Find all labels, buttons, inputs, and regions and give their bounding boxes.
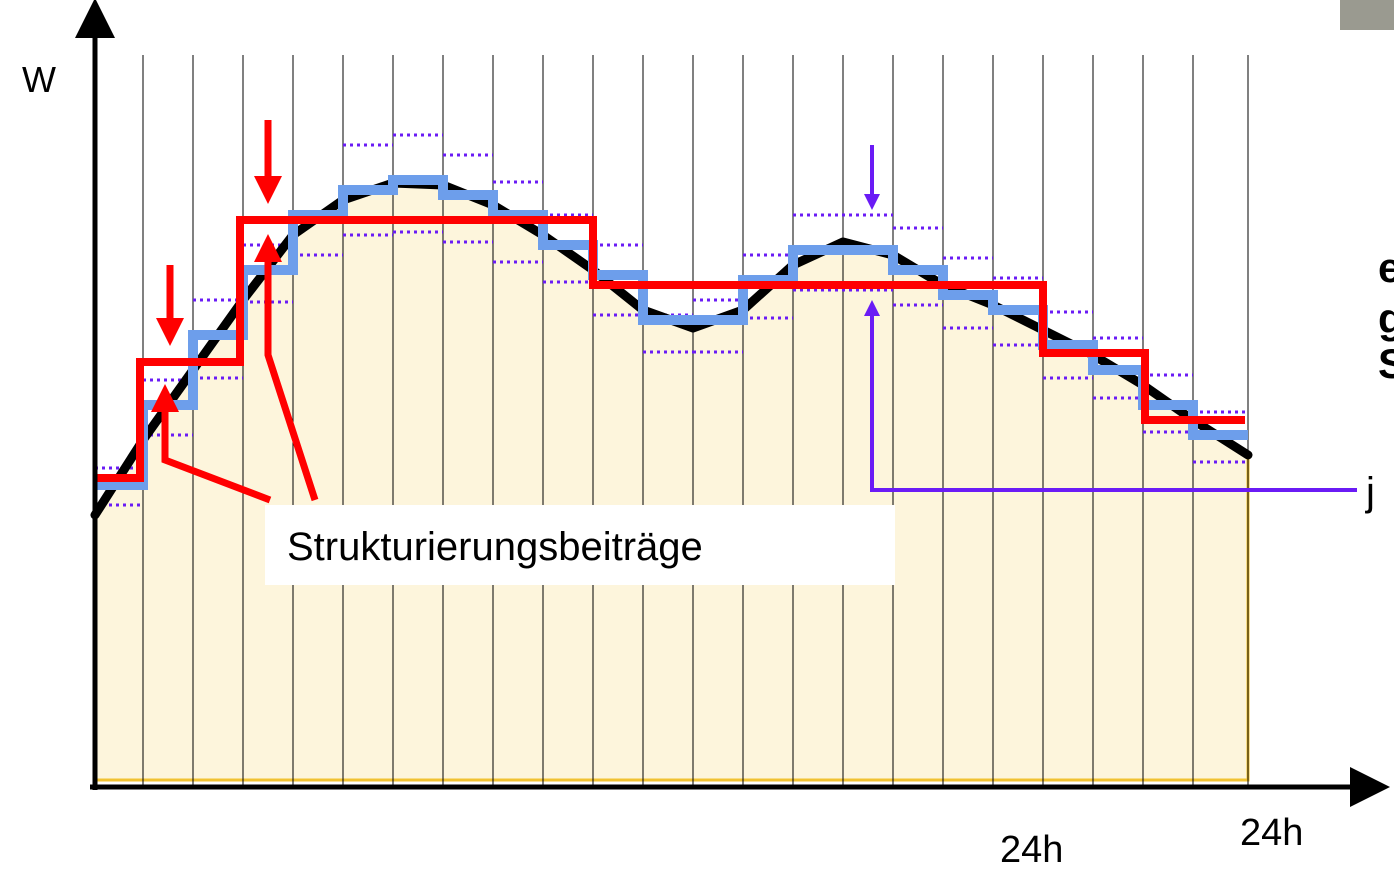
- side-text: g: [1378, 295, 1394, 342]
- diagram: Strukturierungsbeiträge W 24h 24h e g S …: [0, 0, 1394, 874]
- corner-image: [1340, 0, 1394, 30]
- y-axis-label: W: [22, 59, 56, 100]
- callout-label: Strukturierungsbeiträge: [287, 525, 703, 569]
- side-text: S: [1378, 340, 1394, 387]
- side-note: j: [1365, 470, 1375, 514]
- x-label: 24h: [1240, 812, 1303, 854]
- x-label: 24h: [1000, 829, 1063, 871]
- side-text: e: [1378, 244, 1394, 291]
